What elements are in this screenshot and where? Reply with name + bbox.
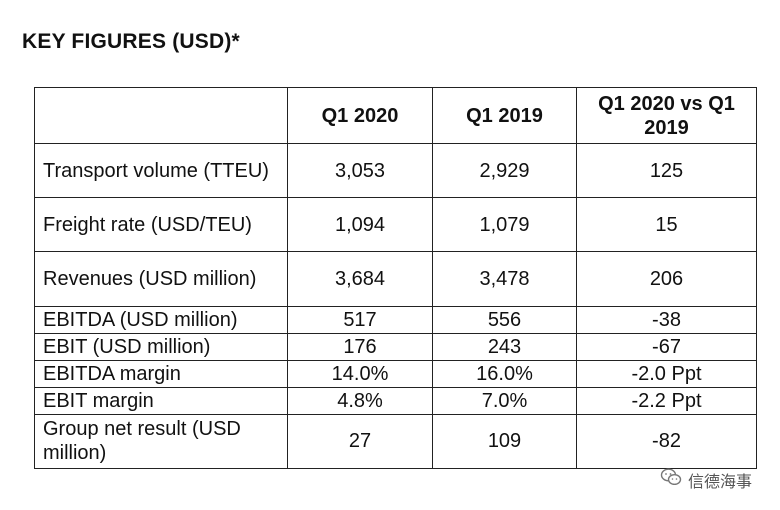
q1-2020-cell: 1,094 — [287, 197, 433, 253]
table-row: EBITDA margin 14.0% 16.0% -2.0 Ppt — [34, 359, 757, 388]
metric-cell: EBITDA margin — [34, 359, 288, 388]
change-cell: 15 — [576, 197, 757, 253]
change-cell: -82 — [576, 413, 757, 470]
metric-cell: EBIT margin — [34, 386, 288, 415]
metric-cell: Transport volume (TTEU) — [34, 143, 288, 199]
metric-cell: EBITDA (USD million) — [34, 305, 288, 334]
table-row: EBITDA (USD million) 517 556 -38 — [34, 305, 757, 334]
q1-2019-cell: 1,079 — [432, 197, 577, 253]
q1-2020-cell: 14.0% — [287, 359, 433, 388]
table-row: Group net result (USD million) 27 109 -8… — [34, 413, 757, 470]
header-metric — [34, 86, 288, 145]
metric-cell: Group net result (USD million) — [34, 413, 288, 470]
table-row: EBIT (USD million) 176 243 -67 — [34, 332, 757, 361]
change-cell: 125 — [576, 143, 757, 199]
q1-2020-cell: 176 — [287, 332, 433, 361]
q1-2019-cell: 243 — [432, 332, 577, 361]
metric-cell: EBIT (USD million) — [34, 332, 288, 361]
table-row: Revenues (USD million) 3,684 3,478 206 — [34, 251, 757, 307]
q1-2019-cell: 2,929 — [432, 143, 577, 199]
change-cell: -67 — [576, 332, 757, 361]
table-row: Freight rate (USD/TEU) 1,094 1,079 15 — [34, 197, 757, 253]
q1-2019-cell: 16.0% — [432, 359, 577, 388]
change-cell: -2.2 Ppt — [576, 386, 757, 415]
q1-2020-cell: 3,684 — [287, 251, 433, 307]
change-cell: -2.0 Ppt — [576, 359, 757, 388]
table-header-row: Q1 2020 Q1 2019 Q1 2020 vs Q1 2019 — [34, 86, 757, 145]
q1-2019-cell: 556 — [432, 305, 577, 334]
watermark: 信德海事 — [660, 467, 752, 492]
page-title: KEY FIGURES (USD)* — [22, 30, 240, 53]
change-cell: -38 — [576, 305, 757, 334]
header-q1-2019: Q1 2019 — [432, 86, 577, 145]
table-row: EBIT margin 4.8% 7.0% -2.2 Ppt — [34, 386, 757, 415]
key-figures-table: Q1 2020 Q1 2019 Q1 2020 vs Q1 2019 Trans… — [34, 86, 757, 470]
change-cell: 206 — [576, 251, 757, 307]
wechat-icon — [660, 467, 682, 492]
metric-cell: Revenues (USD million) — [34, 251, 288, 307]
q1-2019-cell: 3,478 — [432, 251, 577, 307]
q1-2020-cell: 3,053 — [287, 143, 433, 199]
metric-cell: Freight rate (USD/TEU) — [34, 197, 288, 253]
q1-2019-cell: 109 — [432, 413, 577, 470]
watermark-text: 信德海事 — [688, 473, 753, 491]
q1-2020-cell: 27 — [287, 413, 433, 470]
q1-2020-cell: 517 — [287, 305, 433, 334]
table-row: Transport volume (TTEU) 3,053 2,929 125 — [34, 143, 757, 199]
header-change: Q1 2020 vs Q1 2019 — [576, 86, 757, 145]
header-q1-2020: Q1 2020 — [287, 86, 433, 145]
q1-2020-cell: 4.8% — [287, 386, 433, 415]
q1-2019-cell: 7.0% — [432, 386, 577, 415]
